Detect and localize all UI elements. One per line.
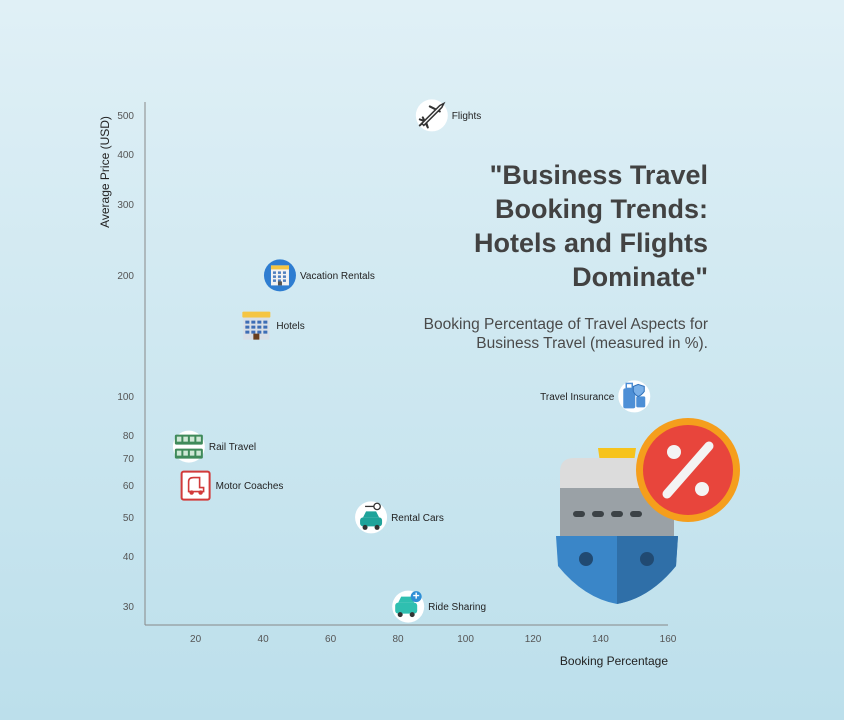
data-point: Travel Insurance <box>540 380 651 413</box>
data-point: Vacation Rentals <box>263 259 375 292</box>
y-tick-label: 500 <box>117 111 134 122</box>
x-tick-label: 140 <box>592 634 609 645</box>
point-label: Rail Travel <box>209 442 256 453</box>
y-tick-label: 40 <box>123 552 135 563</box>
y-tick-label: 60 <box>123 481 135 492</box>
data-point: Ride Sharing <box>392 590 486 623</box>
point-label: Motor Coaches <box>216 481 284 492</box>
hotel-icon <box>242 311 271 340</box>
point-label: Rental Cars <box>391 513 444 524</box>
y-axis-label: Average Price (USD) <box>98 116 112 228</box>
y-tick-label: 80 <box>123 431 135 442</box>
chart-subtitle: Booking Percentage of Travel Aspects for… <box>423 316 708 352</box>
y-tick-label: 50 <box>123 513 135 524</box>
point-label: Ride Sharing <box>428 602 486 613</box>
data-points: Flights Vacation Rentals Hotels Travel Insu… <box>172 99 651 623</box>
point-label: Vacation Rentals <box>300 271 375 282</box>
luggage-shield-icon <box>618 380 651 413</box>
data-point: Rental Cars <box>355 501 444 534</box>
x-tick-label: 160 <box>660 634 677 645</box>
building-icon <box>263 259 296 292</box>
x-tick-label: 80 <box>393 634 405 645</box>
cruise-ship-discount-icon <box>556 418 740 604</box>
point-label: Flights <box>452 111 481 122</box>
y-tick-label: 30 <box>123 602 135 613</box>
ticks: 20 40 60 80 100 120 140 160 30 40 50 60 70 80 100 200 30… <box>117 111 676 645</box>
axes <box>144 102 668 626</box>
train-tickets-icon <box>172 430 205 463</box>
data-point: Motor Coaches <box>180 470 284 501</box>
chart-title: "Business Travel Booking Trends: Hotels … <box>473 160 708 292</box>
x-tick-label: 60 <box>325 634 337 645</box>
x-axis-label: Booking Percentage <box>560 654 668 668</box>
point-label: Travel Insurance <box>540 392 615 403</box>
y-tick-label: 70 <box>123 454 135 465</box>
x-tick-label: 120 <box>525 634 542 645</box>
x-tick-label: 20 <box>190 634 202 645</box>
point-label: Hotels <box>276 321 304 332</box>
coach-sign-icon <box>180 470 211 501</box>
y-tick-label: 300 <box>117 200 134 211</box>
x-tick-label: 40 <box>258 634 270 645</box>
car-key-icon <box>355 501 388 534</box>
airplane-icon <box>415 99 448 132</box>
y-tick-label: 200 <box>117 271 134 282</box>
data-point: Rail Travel <box>172 430 256 463</box>
data-point: Flights <box>415 99 481 132</box>
x-tick-label: 100 <box>457 634 474 645</box>
data-point: Hotels <box>242 311 305 340</box>
ride-share-icon <box>392 590 425 623</box>
y-tick-label: 400 <box>117 150 134 161</box>
y-tick-label: 100 <box>117 392 134 403</box>
